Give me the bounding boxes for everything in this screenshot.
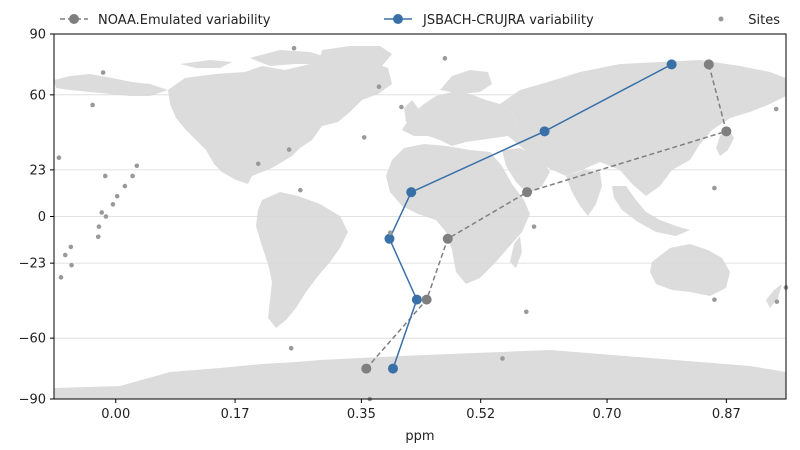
site-point-6 (95, 234, 101, 240)
x-tick-label-5: 0.87 (712, 407, 741, 422)
y-tick-label-4: −23 (19, 257, 46, 272)
landmass-scandinavia (440, 70, 492, 94)
landmass-uk (404, 100, 418, 122)
y-tick-label-6: −90 (19, 393, 46, 408)
landmass-australia (650, 244, 730, 296)
landmass-europe (402, 92, 518, 146)
site-point-33 (773, 106, 779, 112)
site-point-17 (255, 161, 261, 167)
site-point-27 (442, 56, 448, 61)
site-point-34 (774, 299, 780, 304)
noaa-emulated-variability-point-1 (421, 294, 432, 305)
jsbach-crujra-variability-point-1 (411, 294, 422, 305)
site-point-9 (100, 70, 106, 75)
x-axis-title: ppm (405, 429, 434, 444)
landmass-antarctica (54, 350, 786, 399)
y-tick-label-3: 0 (38, 210, 46, 225)
noaa-emulated-variability-point-2 (442, 233, 453, 244)
site-point-19 (288, 346, 294, 351)
legend-label-jsbach-crujra-variability: JSBACH-CRUJRA variability (422, 13, 594, 28)
site-point-8 (99, 210, 105, 215)
x-tick-label-4: 0.70 (593, 407, 622, 422)
noaa-emulated-variability-point-3 (522, 187, 533, 198)
landmass-arctic-islands (180, 48, 385, 68)
x-tick-label-2: 0.35 (347, 407, 376, 422)
landmass-greenland (318, 46, 392, 92)
site-point-26 (399, 104, 404, 110)
site-point-25 (387, 230, 393, 236)
site-point-12 (110, 202, 116, 207)
site-point-22 (361, 135, 367, 140)
series-lines (365, 63, 728, 370)
jsbach-crujra-variability-point-5 (666, 59, 677, 70)
site-point-29 (524, 309, 529, 315)
site-point-11 (103, 214, 109, 219)
site-point-20 (291, 45, 297, 51)
site-point-30 (531, 224, 537, 229)
x-tick-label-1: 0.17 (221, 407, 250, 422)
noaa-emulated-variability-point-5 (703, 59, 714, 70)
jsbach-crujra-variability-point-2 (384, 233, 395, 244)
landmass-africa (386, 144, 530, 284)
site-point-7 (96, 224, 102, 229)
site-point-10 (102, 173, 108, 179)
y-tick-label-2: 23 (29, 163, 46, 178)
noaa-emulated-variability-point-0 (361, 363, 372, 374)
legend-label-noaa-emulated-variability: NOAA.Emulated variability (98, 13, 271, 28)
site-point-4 (69, 262, 74, 268)
site-point-31 (712, 185, 717, 191)
site-point-1 (58, 275, 64, 280)
y-tick-label-1: 60 (29, 88, 46, 103)
axes: 90 60 23 0 −23 −60 −90 0.00 0.17 0.35 0.52 0.70 0.87… (19, 28, 787, 444)
jsbach-crujra-variability-line (388, 63, 672, 369)
landmass-asia (500, 60, 786, 196)
legend-marker-jsbach-crujra-variability (393, 14, 403, 24)
site-point-2 (62, 252, 68, 258)
legend-marker-sites (718, 16, 724, 22)
noaa-emulated-variability-point-4 (721, 126, 732, 137)
series-markers (56, 45, 789, 402)
landmass-arabia (502, 148, 550, 194)
site-point-32 (712, 297, 717, 302)
jsbach-crujra-variability-point-3 (406, 187, 417, 198)
x-tick-label-3: 0.52 (466, 407, 495, 422)
landmass-north-america (168, 62, 392, 184)
legend-marker-noaa-emulated-variability (69, 14, 79, 24)
legend: NOAA.Emulated variability JSBACH-CRUJRA v… (60, 13, 780, 28)
site-point-16 (134, 163, 140, 169)
landmass-madagascar (510, 236, 522, 268)
landmass-south-america (256, 192, 348, 328)
x-tick-label-0: 0.00 (101, 407, 130, 422)
landmass-southeast-asia (612, 186, 690, 236)
landmass-alaska (54, 74, 168, 96)
site-point-3 (68, 244, 74, 250)
site-point-18 (286, 147, 292, 152)
site-point-5 (90, 102, 95, 108)
site-point-14 (122, 183, 128, 189)
jsbach-crujra-variability-point-4 (539, 126, 550, 137)
jsbach-crujra-variability-point-0 (387, 363, 398, 374)
noaa-emulated-variability-line (365, 64, 728, 370)
site-point-15 (130, 173, 135, 179)
world-map-background (54, 46, 786, 399)
landmass-new-zealand (766, 284, 782, 308)
site-point-28 (500, 356, 505, 361)
site-point-24 (376, 84, 382, 90)
site-point-21 (298, 187, 303, 193)
site-point-0 (56, 155, 62, 160)
legend-label-sites: Sites (748, 13, 780, 28)
landmass-india (566, 170, 602, 216)
y-tick-label-0: 90 (29, 28, 46, 43)
y-tick-label-5: −60 (19, 332, 46, 347)
site-point-13 (114, 193, 120, 199)
